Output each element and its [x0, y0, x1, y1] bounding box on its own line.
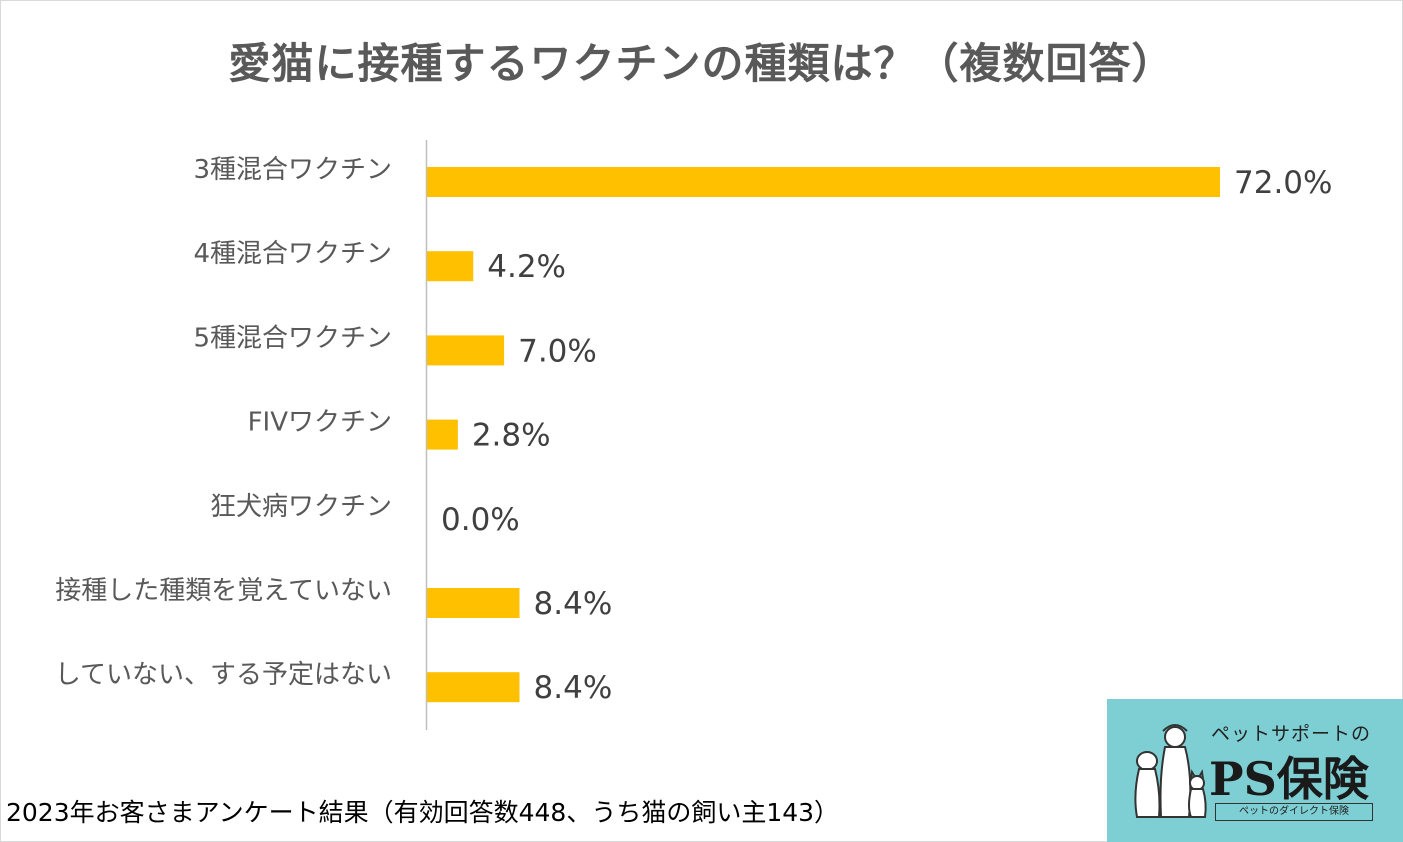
category-label: 接種した種類を覚えていない — [55, 576, 392, 606]
category-label: していない、する予定はない — [55, 660, 392, 690]
bar — [427, 167, 1220, 197]
chart-title: 愛猫に接種するワクチンの種類は？（複数回答） — [228, 39, 1175, 88]
survey-footnote: 2023年お客さまアンケート結果（有効回答数448、うち猫の飼い主143） — [6, 798, 840, 827]
data-label: 2.8% — [472, 418, 551, 454]
category-label: 5種混合ワクチン — [193, 323, 392, 353]
category-label: FIVワクチン — [248, 408, 392, 438]
pets-silhouette-icon — [1134, 724, 1207, 818]
category-label: 3種混合ワクチン — [193, 155, 392, 185]
bar — [427, 251, 474, 282]
bar — [427, 335, 505, 366]
category-label: 狂犬病ワクチン — [210, 492, 392, 522]
bar — [427, 419, 458, 450]
category-label: 4種混合ワクチン — [193, 239, 392, 269]
data-label: 72.0% — [1234, 165, 1332, 201]
bar — [427, 588, 520, 618]
data-label: 8.4% — [534, 586, 613, 622]
logo-main-text: PS保険 — [1209, 752, 1369, 806]
ps-hoken-logo: ペットサポートの PS保険 ペットのダイレクト保険 — [1107, 699, 1403, 842]
data-label: 7.0% — [518, 333, 597, 369]
data-label: 4.2% — [487, 249, 566, 285]
data-label: 0.0% — [441, 502, 520, 538]
logo-tagline: ペットのダイレクト保険 — [1215, 803, 1373, 821]
bar — [427, 672, 520, 703]
data-label: 8.4% — [534, 670, 613, 706]
bars-group: 3種混合ワクチン 72.0% 4種混合ワクチン 4.2% 5種混合ワクチン 7.0% FIV… — [55, 155, 1333, 706]
logo-top-text: ペットサポートの — [1211, 723, 1372, 745]
